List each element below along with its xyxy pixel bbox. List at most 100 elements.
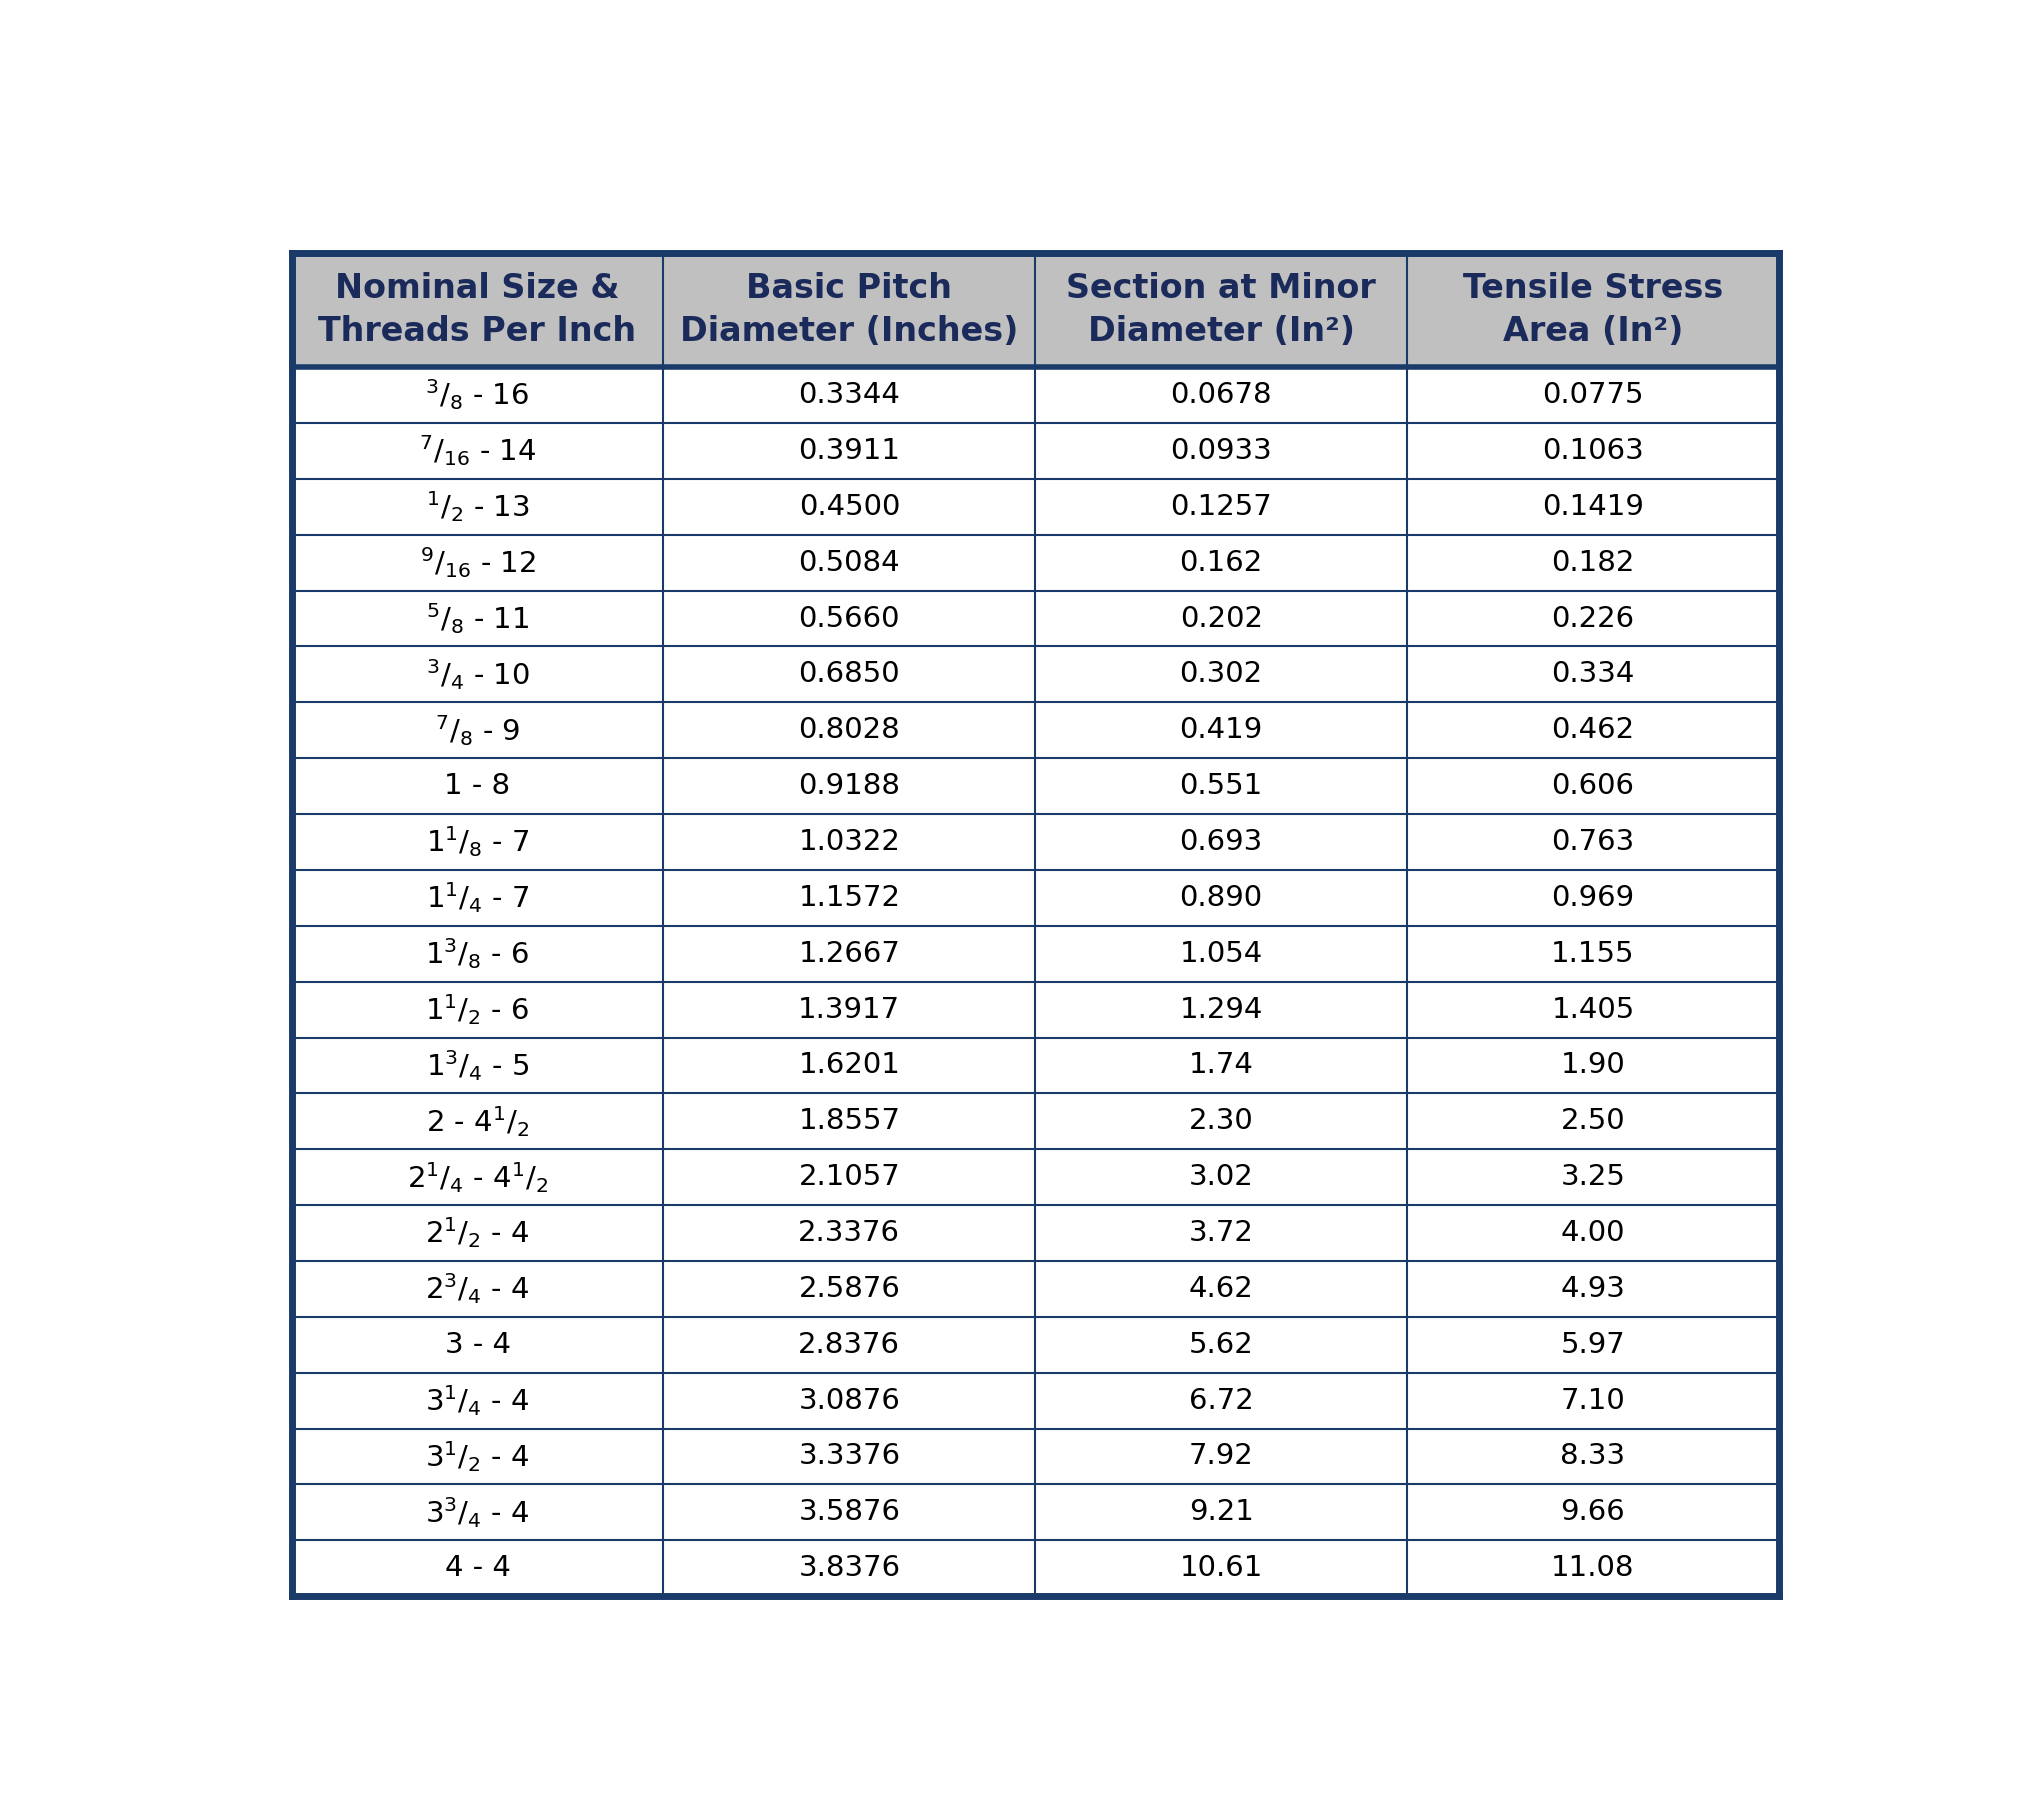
Bar <box>663 981 1034 1038</box>
Bar <box>663 703 1034 758</box>
Bar <box>1408 814 1780 870</box>
Text: 1$^1/_8$ - 7: 1$^1/_8$ - 7 <box>426 825 529 859</box>
Text: 4 - 4: 4 - 4 <box>444 1554 511 1583</box>
Text: 1 - 8: 1 - 8 <box>444 772 511 799</box>
Bar <box>1408 1038 1780 1094</box>
Bar <box>1034 1541 1408 1595</box>
Bar <box>291 367 663 423</box>
Text: 4.62: 4.62 <box>1190 1276 1254 1303</box>
Bar <box>1408 591 1780 647</box>
Text: 3$^3/_4$ - 4: 3$^3/_4$ - 4 <box>426 1495 529 1530</box>
Text: 1.405: 1.405 <box>1551 996 1634 1023</box>
Text: 7.92: 7.92 <box>1190 1443 1254 1470</box>
Text: 1$^3/_4$ - 5: 1$^3/_4$ - 5 <box>426 1048 529 1083</box>
Text: 9.21: 9.21 <box>1188 1499 1254 1526</box>
Text: 0.8028: 0.8028 <box>798 716 901 745</box>
Bar <box>1408 703 1780 758</box>
Bar <box>663 480 1034 534</box>
Text: 1$^3/_8$ - 6: 1$^3/_8$ - 6 <box>426 936 529 970</box>
Bar <box>1034 1038 1408 1094</box>
Bar <box>291 534 663 591</box>
Text: Section at Minor
Diameter (In²): Section at Minor Diameter (In²) <box>1067 273 1376 349</box>
Text: $^3/_4$ - 10: $^3/_4$ - 10 <box>426 658 529 692</box>
Bar <box>1034 1372 1408 1428</box>
Text: 1.054: 1.054 <box>1180 939 1262 968</box>
Text: 3$^1/_4$ - 4: 3$^1/_4$ - 4 <box>426 1383 529 1417</box>
Text: 3 - 4: 3 - 4 <box>444 1330 511 1359</box>
Bar <box>1034 591 1408 647</box>
Bar <box>1034 1428 1408 1484</box>
Bar <box>663 591 1034 647</box>
Bar <box>663 1541 1034 1595</box>
Text: 3.0876: 3.0876 <box>798 1386 901 1415</box>
Bar <box>663 1148 1034 1205</box>
Text: 2.3376: 2.3376 <box>798 1219 901 1246</box>
Bar <box>663 1317 1034 1372</box>
Bar <box>291 758 663 814</box>
Bar <box>663 758 1034 814</box>
Text: 2$^1/_4$ - 4$^1/_2$: 2$^1/_4$ - 4$^1/_2$ <box>408 1159 547 1194</box>
Bar <box>1034 480 1408 534</box>
Bar <box>291 703 663 758</box>
Bar <box>1034 1261 1408 1317</box>
Text: 1.0322: 1.0322 <box>798 829 901 856</box>
Text: 1$^1/_4$ - 7: 1$^1/_4$ - 7 <box>426 881 529 916</box>
Text: 1.3917: 1.3917 <box>798 996 901 1023</box>
Bar <box>1034 1094 1408 1148</box>
Bar <box>291 1372 663 1428</box>
Text: 5.97: 5.97 <box>1561 1330 1626 1359</box>
Bar <box>291 927 663 981</box>
Text: 0.551: 0.551 <box>1180 772 1262 799</box>
Text: 1.2667: 1.2667 <box>798 939 901 968</box>
Bar <box>1034 1148 1408 1205</box>
Text: $^9/_{16}$ - 12: $^9/_{16}$ - 12 <box>420 545 535 580</box>
Bar <box>291 591 663 647</box>
Text: 0.3344: 0.3344 <box>798 382 901 409</box>
Bar <box>1034 423 1408 480</box>
Bar <box>291 814 663 870</box>
Text: 1.6201: 1.6201 <box>798 1052 901 1079</box>
Text: 6.72: 6.72 <box>1190 1386 1254 1415</box>
Text: 3.5876: 3.5876 <box>798 1499 901 1526</box>
Text: 9.66: 9.66 <box>1561 1499 1626 1526</box>
Text: $^7/_8$ - 9: $^7/_8$ - 9 <box>434 712 521 747</box>
Text: 4.93: 4.93 <box>1561 1276 1626 1303</box>
Bar <box>1408 1148 1780 1205</box>
Text: $^3/_8$ - 16: $^3/_8$ - 16 <box>426 378 529 412</box>
Text: 2.1057: 2.1057 <box>798 1163 901 1192</box>
Text: 0.0775: 0.0775 <box>1541 382 1644 409</box>
Text: 1.74: 1.74 <box>1188 1052 1254 1079</box>
Text: $^7/_{16}$ - 14: $^7/_{16}$ - 14 <box>418 434 535 469</box>
Text: 0.462: 0.462 <box>1551 716 1634 745</box>
Bar <box>663 1038 1034 1094</box>
Bar <box>1034 814 1408 870</box>
Text: 4.00: 4.00 <box>1561 1219 1626 1246</box>
Text: 0.5660: 0.5660 <box>798 605 901 632</box>
Bar <box>1034 1484 1408 1541</box>
Bar <box>663 534 1034 591</box>
Text: 0.890: 0.890 <box>1180 883 1262 912</box>
Bar <box>291 1541 663 1595</box>
Text: 2.5876: 2.5876 <box>798 1276 901 1303</box>
Bar <box>1408 1428 1780 1484</box>
Text: 2$^3/_4$ - 4: 2$^3/_4$ - 4 <box>426 1272 529 1306</box>
Text: 0.1257: 0.1257 <box>1170 492 1273 521</box>
Bar <box>1408 1261 1780 1317</box>
Text: 0.302: 0.302 <box>1180 660 1262 689</box>
Bar <box>1034 981 1408 1038</box>
Text: 1.294: 1.294 <box>1180 996 1262 1023</box>
Bar <box>1408 1317 1780 1372</box>
Text: Nominal Size &
Threads Per Inch: Nominal Size & Threads Per Inch <box>319 273 636 349</box>
Text: 2.8376: 2.8376 <box>798 1330 901 1359</box>
Text: 0.6850: 0.6850 <box>798 660 901 689</box>
Text: 8.33: 8.33 <box>1559 1443 1626 1470</box>
Bar <box>1408 1484 1780 1541</box>
Text: 2.50: 2.50 <box>1561 1107 1626 1136</box>
Text: 0.0678: 0.0678 <box>1170 382 1273 409</box>
Text: 0.162: 0.162 <box>1180 549 1262 576</box>
Bar <box>1034 534 1408 591</box>
Bar <box>1408 480 1780 534</box>
Bar <box>663 253 1034 367</box>
Bar <box>1408 1094 1780 1148</box>
Text: 0.693: 0.693 <box>1180 829 1262 856</box>
